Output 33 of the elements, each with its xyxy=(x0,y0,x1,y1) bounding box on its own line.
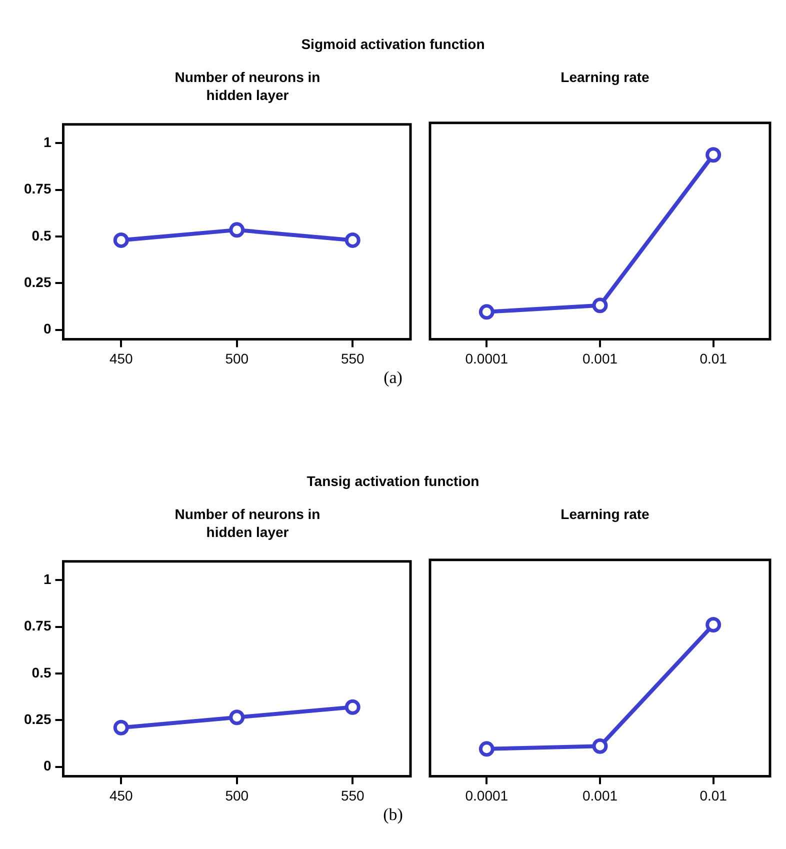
y-tick-label: 1 xyxy=(43,134,52,150)
x-tick-label: 500 xyxy=(225,350,249,366)
x-tick-label: 0.01 xyxy=(700,350,728,366)
point xyxy=(344,699,360,715)
x-tick-label: 500 xyxy=(225,787,249,804)
point xyxy=(229,710,245,726)
text: Tansig activation function xyxy=(306,473,480,489)
x-tick-label: 450 xyxy=(109,787,134,804)
x-tick-label: 0.0001 xyxy=(465,350,508,366)
point xyxy=(113,720,129,736)
text: (b) xyxy=(382,805,404,825)
x-tick-label: 0.0001 xyxy=(465,787,508,804)
y-tick-label: 0.75 xyxy=(24,180,52,197)
y-tick-label: 0 xyxy=(43,758,52,774)
x-tick-label: 550 xyxy=(340,787,365,804)
y-tick-label: 1 xyxy=(43,570,52,587)
y-tick-label: 0.25 xyxy=(24,274,52,290)
text: Sigmoid activation function xyxy=(300,36,486,52)
x-tick-label: 450 xyxy=(109,350,134,366)
y-tick-label: 0.5 xyxy=(32,227,52,244)
chart-title: Number of neurons in hidden layer xyxy=(174,68,322,104)
text: (a) xyxy=(382,368,404,388)
chart-title: Learning rate xyxy=(560,68,650,86)
y-tick-label: 0 xyxy=(43,320,52,337)
y-tick-label: 0.25 xyxy=(24,711,52,728)
chart-title: Learning rate xyxy=(560,505,650,523)
x-tick-label: 0.01 xyxy=(700,787,728,804)
y-tick-label: 0.5 xyxy=(32,664,52,680)
chart-title: Number of neurons in hidden layer xyxy=(174,505,322,541)
y-tick-label: 0.75 xyxy=(24,618,52,634)
x-tick-label: 550 xyxy=(340,350,365,366)
x-tick-label: 0.001 xyxy=(582,787,618,804)
x-tick-label: 0.001 xyxy=(582,350,618,366)
